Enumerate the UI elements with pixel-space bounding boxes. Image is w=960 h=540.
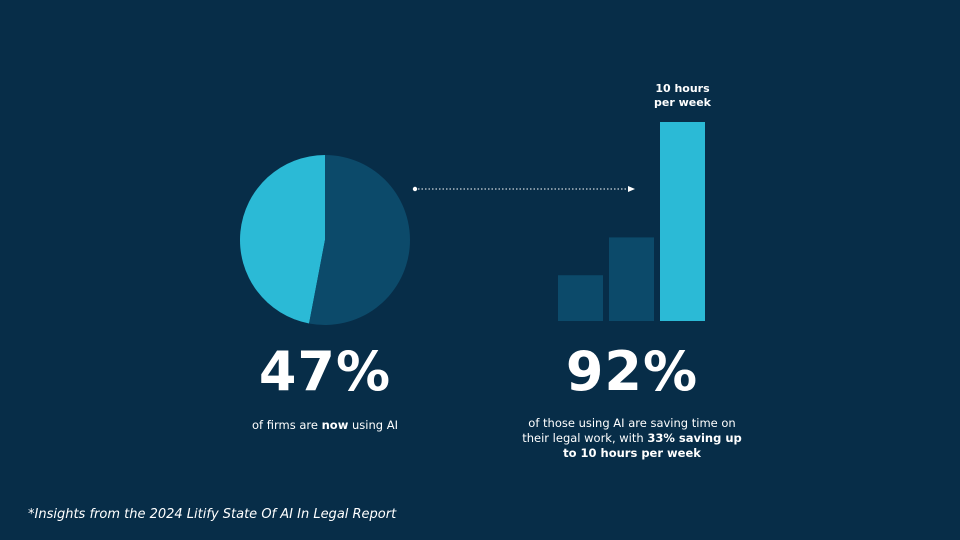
caption-text: 33% saving up to 10 hours per week — [563, 431, 742, 460]
bar — [660, 122, 705, 321]
pie-slice — [309, 155, 411, 325]
stat-caption: of firms are now using AI — [205, 418, 445, 433]
caption-text: of firms are — [252, 418, 322, 432]
caption-text: now — [321, 418, 349, 432]
bar — [558, 275, 603, 321]
bar-annotation: 10 hours — [655, 82, 710, 95]
stat-figure: 92% — [565, 340, 699, 403]
arrow-head — [628, 186, 635, 192]
bar — [609, 237, 654, 321]
arrow-dot — [412, 186, 418, 192]
stat-caption: of those using AI are saving time on the… — [522, 416, 742, 461]
bar-annotation: per week — [654, 96, 712, 109]
caption-text: of those using AI are saving time on the… — [522, 416, 736, 445]
footnote: *Insights from the 2024 Litify State Of … — [28, 507, 397, 522]
stat-figure: 47% — [258, 340, 392, 403]
caption-text: using AI — [348, 418, 398, 432]
pie-slice — [240, 155, 325, 324]
